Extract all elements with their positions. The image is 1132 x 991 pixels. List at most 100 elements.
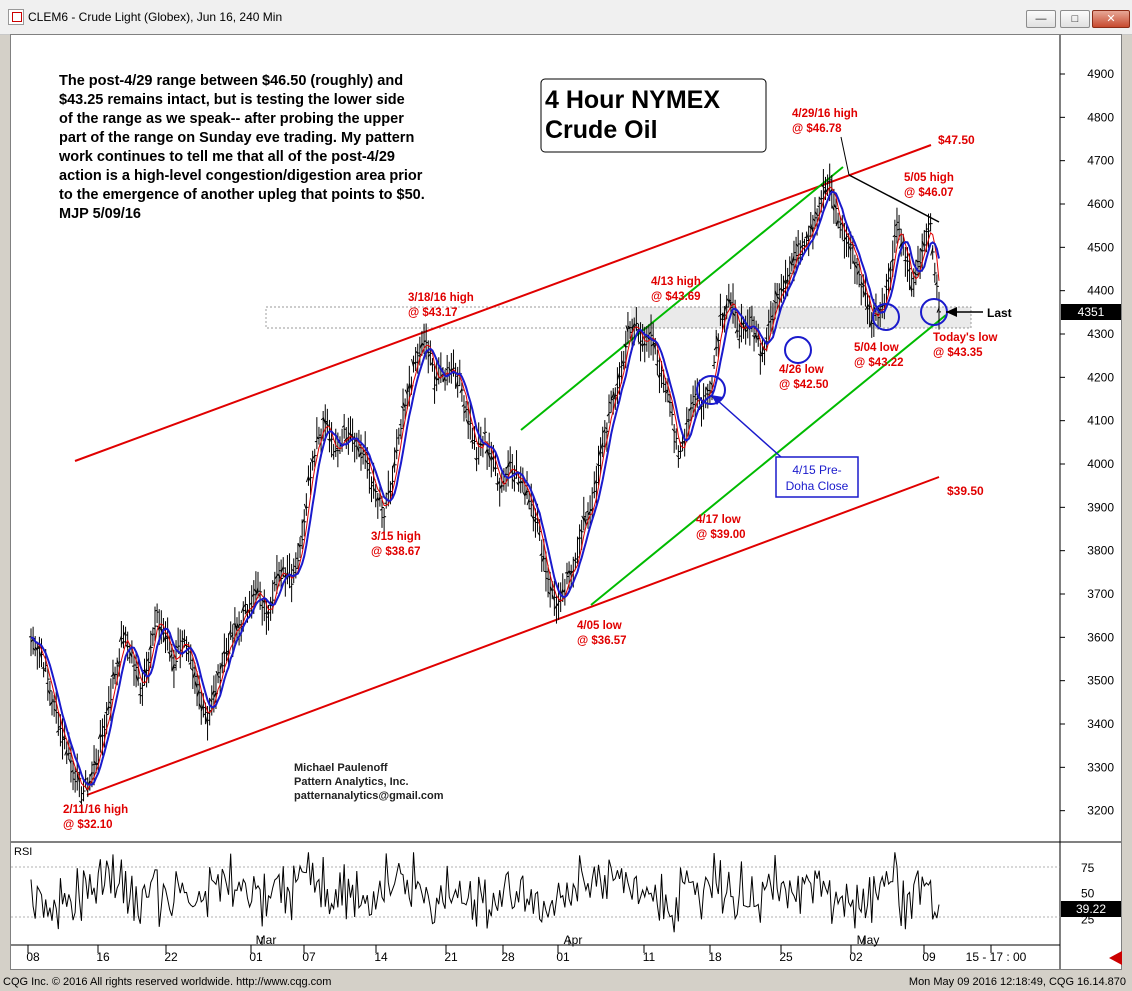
- y-tick-label: 4700: [1087, 154, 1114, 168]
- upper-channel-line: [74, 144, 932, 462]
- ohlc-open-tick: [468, 423, 471, 425]
- ohlc-open-tick: [388, 489, 391, 494]
- ohlc-open-tick: [921, 240, 925, 248]
- ohlc-open-tick: [596, 463, 599, 467]
- ohlc-open-tick: [640, 343, 644, 347]
- annotation-apr26: @ $42.50: [779, 379, 829, 391]
- ohlc-open-tick: [749, 316, 753, 319]
- y-tick-label: 4300: [1087, 327, 1114, 341]
- ohlc-open-tick: [745, 328, 749, 332]
- ohlc-open-tick: [255, 587, 259, 596]
- ohlc-open-tick: [680, 441, 683, 445]
- ohlc-open-tick: [224, 651, 227, 655]
- ohlc-open-tick: [260, 604, 263, 607]
- ohlc-open-tick: [430, 362, 433, 366]
- ohlc-open-tick: [810, 223, 814, 233]
- ohlc-open-tick: [808, 225, 812, 229]
- ohlc-open-tick: [154, 609, 158, 612]
- ohlc-open-tick: [301, 518, 305, 524]
- ohlc-open-tick: [152, 627, 156, 630]
- annotation-today: @ $43.35: [933, 347, 983, 359]
- ohlc-open-tick: [240, 606, 244, 614]
- callout-arrowhead: [711, 395, 723, 405]
- ohlc-open-tick: [186, 652, 189, 655]
- annotation-apr13: @ $43.69: [651, 291, 701, 303]
- ohlc-open-tick: [804, 236, 807, 239]
- ohlc-open-tick: [720, 318, 723, 321]
- ohlc-open-tick: [930, 247, 934, 256]
- ohlc-open-tick: [308, 476, 312, 482]
- minimize-button[interactable]: —: [1026, 10, 1056, 28]
- commentary-line: MJP 5/09/16: [59, 206, 141, 222]
- ohlc-open-tick: [209, 698, 213, 703]
- ohlc-open-tick: [541, 556, 545, 563]
- ohlc-open-tick: [817, 205, 820, 208]
- ohlc-open-tick: [392, 461, 396, 469]
- ohlc-open-tick: [846, 241, 849, 245]
- ohlc-open-tick: [205, 716, 209, 725]
- ohlc-open-tick: [903, 259, 906, 262]
- ohlc-open-tick: [43, 667, 47, 671]
- ohlc-open-tick: [455, 381, 459, 389]
- chart-title-box: [540, 78, 767, 153]
- chart-area[interactable]: 3200 3300 3400 3500 3600 3700 3800 3900 4000 4100…: [10, 34, 1122, 970]
- callout-pointer: [716, 399, 782, 458]
- ohlc-open-tick: [657, 374, 660, 379]
- ohlc-open-tick: [249, 602, 253, 605]
- ohlc-open-tick: [211, 690, 215, 696]
- ohlc-open-tick: [787, 274, 791, 277]
- ohlc-open-tick: [587, 511, 591, 515]
- ohlc-open-tick: [520, 480, 524, 484]
- maximize-button[interactable]: □: [1060, 10, 1090, 28]
- ohlc-open-tick: [320, 417, 324, 421]
- ohlc-open-tick: [663, 390, 666, 393]
- annotation-apr05: @ $36.57: [577, 635, 627, 647]
- ohlc-open-tick: [486, 449, 490, 457]
- may04-circle: [872, 303, 900, 331]
- ohlc-open-tick: [713, 346, 717, 351]
- ohlc-open-tick: [148, 645, 152, 651]
- ohlc-open-tick: [638, 341, 641, 345]
- ohlc-open-tick: [400, 406, 404, 409]
- x-tick-label: 09: [922, 950, 936, 964]
- ohlc-open-tick: [667, 400, 671, 404]
- ohlc-open-tick: [739, 325, 742, 328]
- ohlc-open-tick: [158, 626, 162, 631]
- ohlc-open-tick: [772, 299, 776, 303]
- ohlc-open-tick: [146, 658, 150, 662]
- ohlc-open-tick: [900, 241, 904, 246]
- ohlc-open-tick: [610, 394, 614, 400]
- ohlc-open-tick: [310, 458, 314, 464]
- annotation-mar18: 3/18/16 high: [408, 292, 474, 304]
- ohlc-open-tick: [568, 570, 572, 576]
- ohlc-open-tick: [436, 378, 439, 380]
- ohlc-open-tick: [612, 391, 616, 400]
- ohlc-open-tick: [316, 436, 320, 440]
- ohlc-open-tick: [253, 588, 257, 593]
- ohlc-open-tick: [171, 664, 175, 672]
- ohlc-open-tick: [907, 268, 910, 272]
- ohlc-open-tick: [73, 778, 76, 780]
- commentary-line: work continues to tell me that all of th…: [58, 149, 395, 165]
- ohlc-open-tick: [575, 557, 578, 561]
- x-tick-label: 16: [96, 950, 110, 964]
- ohlc-open-tick: [669, 411, 673, 414]
- ohlc-open-tick: [484, 449, 488, 454]
- rsi-tick-label: 50: [1081, 887, 1095, 901]
- ohlc-open-tick: [358, 451, 362, 458]
- ohlc-open-tick: [837, 226, 841, 229]
- apr29-pointer: [840, 136, 850, 176]
- ohlc-open-tick: [207, 712, 210, 715]
- ohlc-open-tick: [715, 335, 719, 343]
- ohlc-open-tick: [102, 725, 105, 729]
- ohlc-open-tick: [138, 693, 141, 696]
- scroll-left-arrow-icon[interactable]: [1109, 951, 1122, 965]
- price-chart[interactable]: 3200 3300 3400 3500 3600 3700 3800 3900 4000 4100…: [11, 35, 1121, 969]
- ohlc-open-tick: [79, 800, 82, 804]
- ohlc-open-tick: [375, 497, 379, 502]
- close-button[interactable]: ✕: [1092, 10, 1130, 28]
- ohlc-open-tick: [234, 622, 238, 632]
- ohlc-open-tick: [842, 239, 845, 242]
- chart-title-line-2: Crude Oil: [545, 116, 658, 144]
- ohlc-open-tick: [480, 443, 484, 446]
